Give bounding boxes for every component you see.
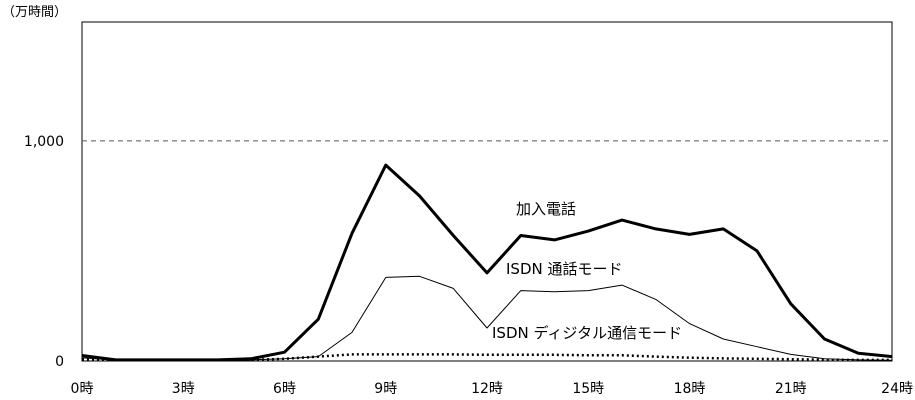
plot-area (81, 21, 893, 362)
x-tick-label: 3時 (172, 381, 195, 397)
y-tick-label: 0 (55, 354, 64, 370)
x-tick-label: 15時 (572, 381, 604, 397)
y-unit-label: （万時間） (2, 5, 67, 20)
series-lines (81, 163, 893, 362)
x-tick-label: 9時 (374, 381, 397, 397)
x-tick-label: 24時 (881, 381, 913, 397)
series-label-kanyu-denwa: 加入電話 (516, 200, 576, 218)
x-tick-label: 21時 (775, 381, 807, 397)
x-tick-label: 12時 (471, 381, 503, 397)
x-tick-label: 0時 (71, 381, 94, 397)
series-line-3 (81, 353, 892, 362)
x-tick-label: 6時 (273, 381, 296, 397)
series-label-isdn-tsuwa: ISDN 通話モード (506, 260, 623, 278)
x-tick-label: 18時 (674, 381, 706, 397)
y-axis-ticks: 0 1,000 (24, 134, 64, 370)
series-line-1 (81, 163, 893, 362)
series-label-isdn-digital: ISDN ディジタル通信モード (492, 324, 682, 342)
x-axis-ticks: 0時 3時 6時 9時 12時 15時 18時 21時 24時 (71, 381, 913, 397)
y-tick-label: 1,000 (24, 134, 64, 150)
series-line-2 (81, 275, 893, 361)
